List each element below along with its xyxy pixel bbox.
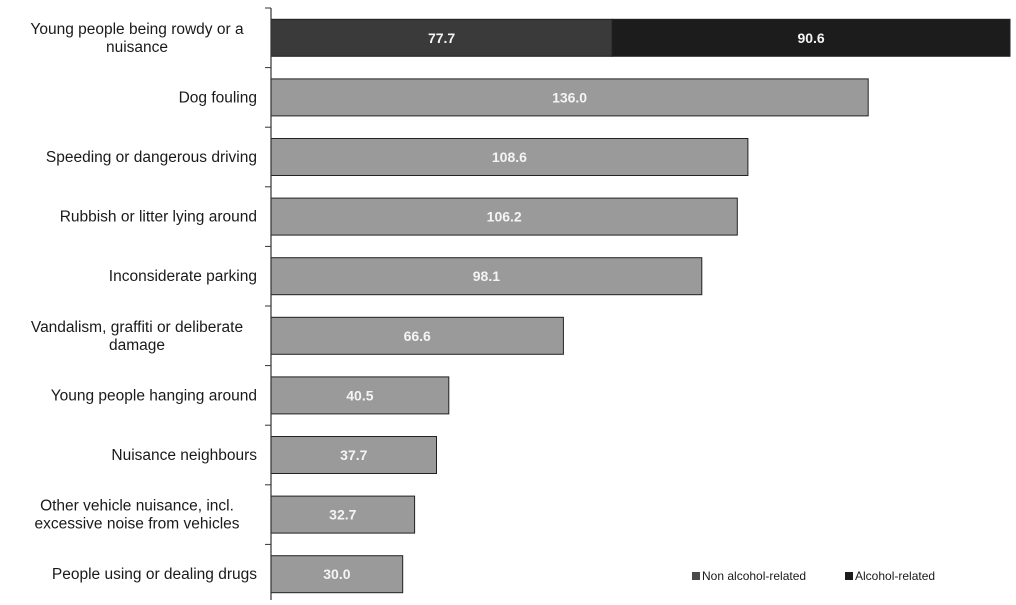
value-label-non-alcohol-6: 40.5 xyxy=(346,387,373,403)
value-label-non-alcohol-7: 37.7 xyxy=(340,447,367,463)
y-axis-ticks xyxy=(265,7,271,545)
value-label-non-alcohol-3: 106.2 xyxy=(487,209,522,225)
category-label-3: Rubbish or litter lying around xyxy=(60,209,257,226)
value-label-alcohol-0: 90.6 xyxy=(797,30,824,46)
legend-swatch-alcohol xyxy=(845,572,853,580)
category-label-2: Speeding or dangerous driving xyxy=(46,149,257,166)
bar-non-alcohol-0 xyxy=(270,18,613,57)
category-label-0: Young people being rowdy or a nuisance xyxy=(30,21,244,56)
bars xyxy=(270,18,1011,594)
value-label-non-alcohol-5: 66.6 xyxy=(404,328,431,344)
bar-non-alcohol-5 xyxy=(270,316,564,355)
bar-non-alcohol-2 xyxy=(270,138,749,176)
bar-non-alcohol-1 xyxy=(270,78,869,117)
legend-swatch-non-alcohol xyxy=(692,572,700,580)
category-label-6: Young people hanging around xyxy=(51,387,257,404)
legend-label-alcohol: Alcohol-related xyxy=(855,569,935,583)
bar-non-alcohol-8 xyxy=(270,495,416,534)
category-labels: Young people being rowdy or a nuisance Dog… xyxy=(30,21,257,583)
category-label-7: Nuisance neighbours xyxy=(111,447,257,464)
bar-non-alcohol-3 xyxy=(270,197,738,236)
category-label-9: People using or dealing drugs xyxy=(52,566,257,583)
value-label-non-alcohol-9: 30.0 xyxy=(323,566,350,582)
value-label-non-alcohol-8: 32.7 xyxy=(329,507,356,523)
bar-alcohol-0 xyxy=(611,18,1011,57)
value-labels: 77.7 90.6 136.0 108.6 106.2 98.1 66.6 40.5 37.7 3… xyxy=(323,30,825,582)
legend-label-non-alcohol: Non alcohol-related xyxy=(702,569,806,583)
category-label-4: Inconsiderate parking xyxy=(109,268,257,285)
value-label-non-alcohol-2: 108.6 xyxy=(492,149,527,165)
bar-non-alcohol-4 xyxy=(270,257,703,296)
legend: Non alcohol-related Alcohol-related xyxy=(692,569,935,583)
value-label-non-alcohol-1: 136.0 xyxy=(552,89,587,105)
bar-non-alcohol-9 xyxy=(270,555,404,594)
category-label-1: Dog fouling xyxy=(179,89,257,106)
value-label-non-alcohol-0: 77.7 xyxy=(428,30,455,46)
value-label-non-alcohol-4: 98.1 xyxy=(473,268,500,284)
category-label-5: Vandalism, graffiti or deliberate damage xyxy=(31,319,243,354)
category-label-8: Other vehicle nuisance, incl. excessive n… xyxy=(34,498,239,533)
